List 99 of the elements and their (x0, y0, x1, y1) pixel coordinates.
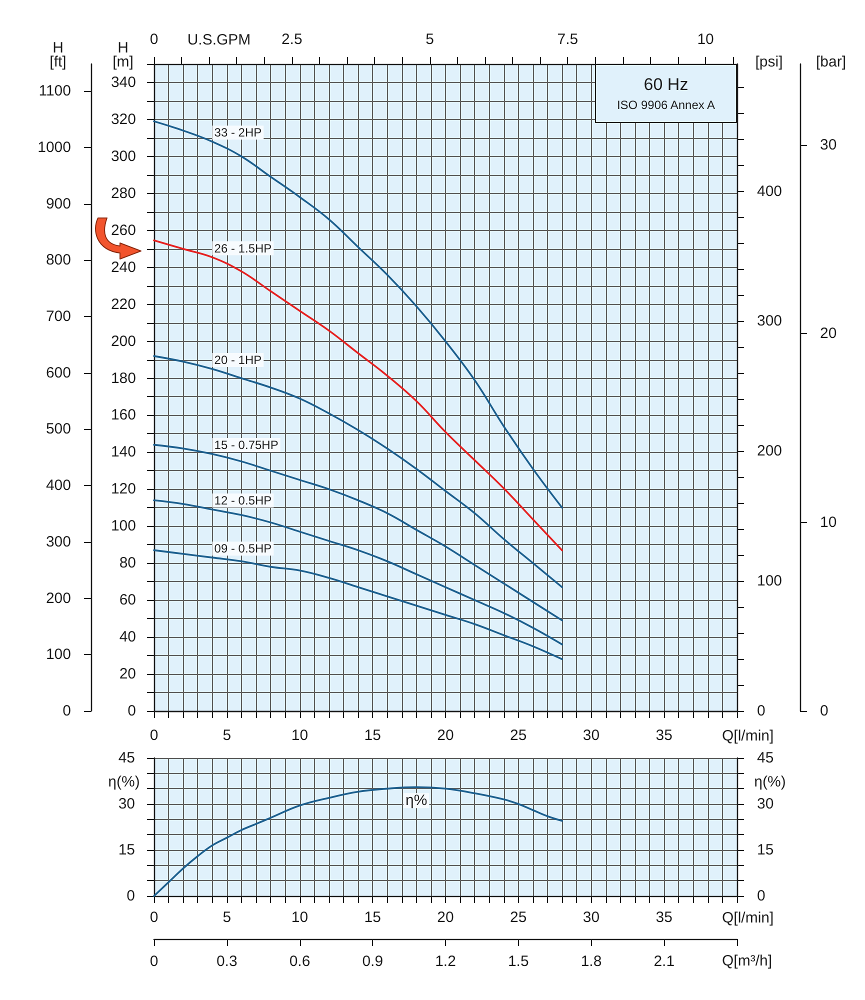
series-label: 20 - 1HP (214, 353, 262, 368)
line-series (153, 240, 563, 552)
x-tick-label: 10 (291, 909, 308, 926)
y-tick-label: 280 (110, 184, 136, 202)
y-tick-label: 15 (118, 842, 135, 858)
x-tick-label: 20 (437, 909, 454, 926)
y3-axis-title: [bar] (816, 54, 846, 70)
series-label: 09 - 0.5HP (214, 542, 272, 556)
y3-tick-label: 10 (820, 514, 837, 531)
y2-axis-title: [psi] (755, 54, 783, 70)
y2-tick-label: 30 (757, 796, 774, 812)
y-tick-label: 200 (46, 590, 71, 607)
y-tick-label: 100 (110, 518, 136, 535)
y-tick-label: 300 (46, 533, 71, 550)
y2-tick-label: 15 (757, 842, 774, 858)
y3-tick-label: 30 (820, 136, 837, 154)
x-tick-label: 5 (222, 909, 232, 926)
x-tick-label: 5 (222, 727, 232, 744)
y-tick-label: 140 (110, 444, 136, 461)
y-tick-label: 120 (110, 480, 136, 498)
x2-tick-label: 2.5 (281, 31, 302, 48)
y-tick-label: 180 (110, 370, 136, 387)
x-axis-title: Q[l/min] (722, 910, 774, 926)
y-tick-label: 1100 (38, 82, 71, 100)
y2-tick-label: 200 (757, 442, 782, 460)
y3-tick-label: 20 (820, 325, 837, 342)
y-axis-title: H [ft] (50, 40, 66, 70)
y-tick-label: 0 (62, 702, 71, 720)
series-label: 26 - 1.5HP (214, 241, 272, 256)
y-tick-label: 400 (46, 477, 71, 494)
y2-tick-label: 300 (757, 312, 782, 330)
y-tick-label: 800 (46, 252, 71, 269)
y2-axis-title: η(%) (754, 774, 786, 790)
x-tick-label: 10 (291, 727, 308, 744)
x-tick-label: 0 (150, 909, 158, 926)
y3-tick-label: 0 (820, 702, 828, 720)
series-label: 33 - 2HP (214, 126, 262, 140)
y-tick-label: 340 (110, 74, 136, 91)
y-tick-label: 30 (118, 796, 135, 812)
y-tick-label: 200 (110, 332, 136, 350)
x2-tick-label: 1.2 (435, 953, 456, 970)
y-tick-label: 100 (46, 646, 71, 664)
x2-axis-title: Q[m³/h] (722, 952, 772, 970)
x-tick-label: 25 (510, 727, 527, 744)
x2-tick-label: 1.8 (580, 953, 602, 970)
series-label: η% (406, 792, 428, 810)
y2-tick-label: 400 (757, 182, 782, 200)
text: ISO 9906 Annex A (616, 98, 716, 112)
x2-tick-label: 0.6 (289, 953, 310, 970)
y-tick-label: 500 (46, 420, 71, 438)
line-series (153, 355, 563, 588)
y2-tick-label: 100 (757, 572, 782, 590)
y-tick-label: 220 (110, 296, 136, 313)
x-tick-label: 20 (437, 727, 454, 744)
x2-tick-label: 0 (150, 953, 158, 970)
y-tick-label: 0 (126, 888, 135, 904)
y2-tick-label: 0 (757, 888, 766, 904)
x-tick-label: 15 (364, 727, 381, 744)
x2-tick-label: 7.5 (557, 31, 578, 48)
y-tick-label: 45 (118, 750, 135, 766)
series-label: 12 - 0.5HP (214, 494, 272, 508)
series-label: 15 - 0.75HP (214, 438, 278, 452)
y-tick-label: 1000 (38, 138, 71, 156)
x2-tick-label: 1.5 (508, 953, 529, 970)
x2-tick-label: 0.9 (362, 953, 384, 970)
y-axis-title: η(%) (108, 774, 140, 790)
x2-tick-label: 0.3 (216, 953, 238, 970)
x-tick-label: 0 (150, 727, 158, 744)
x2-tick-label: 5 (426, 31, 434, 48)
y-tick-label: 20 (119, 666, 136, 683)
line-series (153, 786, 563, 897)
y-tick-label: 0 (128, 702, 136, 720)
x2-tick-label: 10 (697, 31, 714, 48)
line-series (153, 120, 563, 509)
y-tick-label: 600 (46, 364, 71, 382)
y-tick-label: 240 (110, 258, 136, 276)
y-tick-label: 80 (119, 554, 136, 572)
x2-axis-title: U.S.GPM (187, 32, 251, 48)
x-tick-label: 35 (656, 909, 672, 926)
x-tick-label: 35 (656, 727, 672, 744)
x2-tick-label: 2.1 (654, 953, 675, 970)
y-tick-label: 60 (119, 592, 136, 609)
y-tick-label: 260 (110, 222, 136, 239)
x2-tick-label: 0 (150, 31, 158, 48)
y-tick-label: 40 (119, 628, 136, 646)
y-tick-label: 320 (110, 110, 136, 128)
x-tick-label: 25 (510, 909, 527, 926)
y-tick-label: 160 (110, 406, 136, 424)
x-axis-title: Q[l/min] (722, 728, 774, 744)
y-tick-label: 700 (46, 308, 71, 325)
text: 60 Hz (644, 75, 688, 94)
y-tick-label: 300 (110, 148, 136, 165)
y-axis-title: H [m] (112, 40, 134, 70)
y2-tick-label: 0 (757, 702, 766, 720)
y-tick-label: 900 (46, 195, 71, 212)
x-tick-label: 15 (364, 909, 381, 926)
x-tick-label: 30 (582, 727, 600, 744)
y2-tick-label: 45 (757, 750, 774, 766)
x-tick-label: 30 (582, 909, 600, 926)
